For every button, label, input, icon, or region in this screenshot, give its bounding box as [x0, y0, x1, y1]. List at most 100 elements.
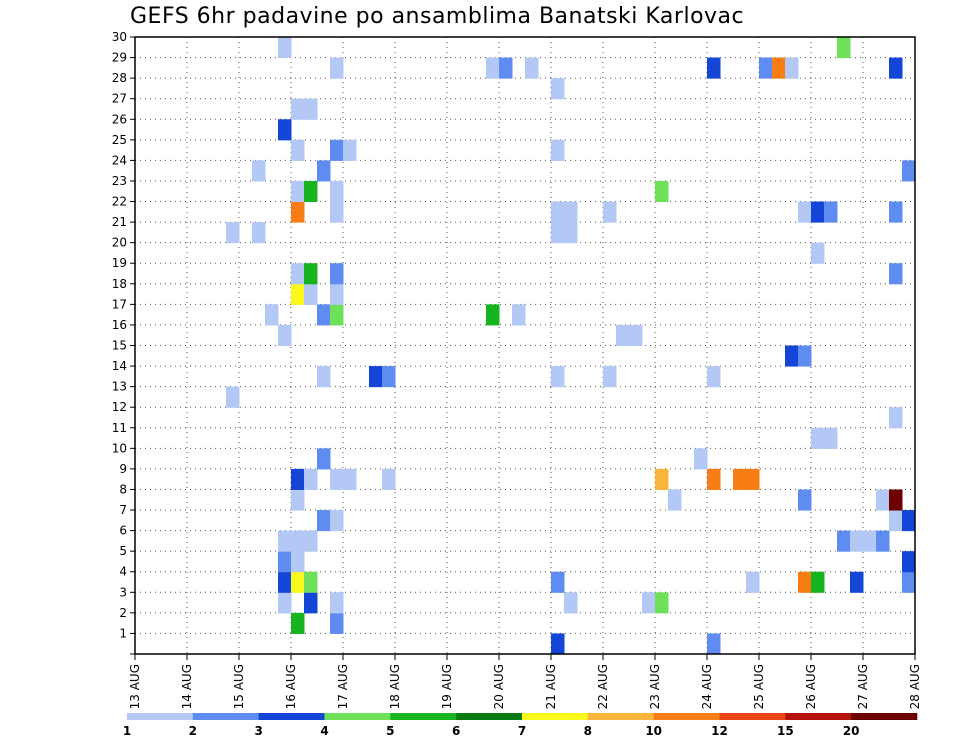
precip-cell [824, 427, 838, 449]
precip-cell [746, 571, 760, 593]
y-tick-label: 24 [112, 153, 127, 167]
y-tick-label: 7 [119, 503, 127, 517]
precip-cell [317, 366, 331, 388]
colorbar-label: 8 [584, 724, 592, 738]
colorbar-swatch [719, 713, 786, 720]
precip-cell [551, 571, 565, 593]
y-tick-label: 14 [112, 359, 127, 373]
precip-cell [369, 366, 383, 388]
precip-cell [889, 489, 903, 511]
x-tick-label: 28 AUG [908, 664, 922, 709]
y-tick-label: 9 [119, 462, 127, 476]
colorbar-swatch [192, 713, 259, 720]
precip-cell [629, 324, 643, 346]
precip-cell [291, 530, 305, 552]
colorbar-swatch [653, 713, 720, 720]
precip-cell [824, 201, 838, 223]
precip-cell [278, 119, 292, 141]
x-tick-label: 18 AUG [388, 664, 402, 709]
x-tick-label: 21 AUG [544, 664, 558, 709]
chart-title: GEFS 6hr padavine po ansamblima Banatski… [130, 4, 745, 29]
x-tick-label: 20 AUG [492, 664, 506, 709]
colorbar-swatch [456, 713, 523, 720]
y-tick-label: 28 [112, 71, 127, 85]
precip-cell [304, 530, 318, 552]
y-tick-label: 2 [119, 606, 127, 620]
y-tick-label: 25 [112, 133, 127, 147]
precip-cell [811, 242, 825, 264]
precip-cell [304, 468, 318, 490]
precip-cell [785, 345, 799, 367]
precip-cell [330, 510, 344, 532]
y-tick-label: 4 [119, 565, 127, 579]
y-tick-label: 18 [112, 277, 127, 291]
precip-cell [291, 468, 305, 490]
y-tick-label: 5 [119, 544, 127, 558]
precip-cell [291, 571, 305, 593]
y-tick-label: 1 [119, 626, 127, 640]
precip-cell [902, 551, 916, 573]
precip-cell [876, 489, 890, 511]
precip-cell [707, 468, 721, 490]
precip-cell [330, 180, 344, 203]
y-tick-label: 30 [112, 30, 127, 44]
y-tick-label: 22 [112, 195, 127, 209]
precip-cell [616, 324, 630, 346]
precip-cell [278, 551, 292, 573]
colorbar-label: 1 [123, 724, 131, 738]
y-tick-label: 19 [112, 256, 127, 270]
precip-cell [551, 366, 565, 388]
precip-cell [291, 98, 305, 120]
precip-cell [889, 407, 903, 429]
precip-cell [291, 612, 305, 634]
y-tick-label: 23 [112, 174, 127, 188]
precip-cell [837, 530, 851, 552]
precip-cell [330, 263, 344, 285]
precip-cell [551, 222, 565, 244]
y-axis: 1234567891011121314151617181920212223242… [112, 30, 135, 655]
colorbar-swatch [258, 713, 325, 720]
y-tick-label: 15 [112, 339, 127, 353]
precip-cell [889, 201, 903, 223]
precip-cell [837, 37, 851, 59]
colorbar-swatch [522, 713, 589, 720]
y-tick-label: 26 [112, 112, 127, 126]
y-tick-label: 16 [112, 318, 127, 332]
grid-lines [135, 37, 915, 654]
precip-cell [291, 201, 305, 223]
precip-cell [746, 468, 760, 490]
precip-cell [655, 180, 669, 203]
precip-cell [564, 201, 578, 223]
precip-cell [655, 468, 669, 490]
precip-cell [707, 57, 721, 79]
precip-cell [291, 551, 305, 573]
precip-cell [226, 386, 240, 408]
colorbar-label: 5 [386, 724, 394, 738]
precip-cell [785, 57, 799, 79]
x-tick-label: 25 AUG [752, 664, 766, 709]
precip-cell [707, 366, 721, 388]
colorbar-label: 7 [518, 724, 526, 738]
precip-cell [330, 283, 344, 305]
colorbar-label: 15 [777, 724, 794, 738]
precip-cell [902, 571, 916, 593]
precip-cell [759, 57, 773, 79]
precip-cell [317, 160, 331, 182]
precip-cell [811, 201, 825, 223]
precip-cell [291, 180, 305, 203]
precip-cell [278, 592, 292, 614]
y-tick-label: 13 [112, 380, 127, 394]
precip-cell [382, 366, 396, 388]
colorbar-label: 6 [452, 724, 460, 738]
precip-cell [876, 530, 890, 552]
y-tick-label: 3 [119, 585, 127, 599]
precip-cell [889, 263, 903, 285]
precip-cell [317, 448, 331, 470]
precip-cell [668, 489, 682, 511]
precip-cell [486, 57, 500, 79]
precip-cell [798, 201, 812, 223]
x-axis: 13 AUG 14 AUG 15 AUG 16 AUG 17 AUG 18 AUG 19 A… [128, 654, 922, 709]
precip-cell [564, 592, 578, 614]
colorbar-swatch [785, 713, 852, 720]
